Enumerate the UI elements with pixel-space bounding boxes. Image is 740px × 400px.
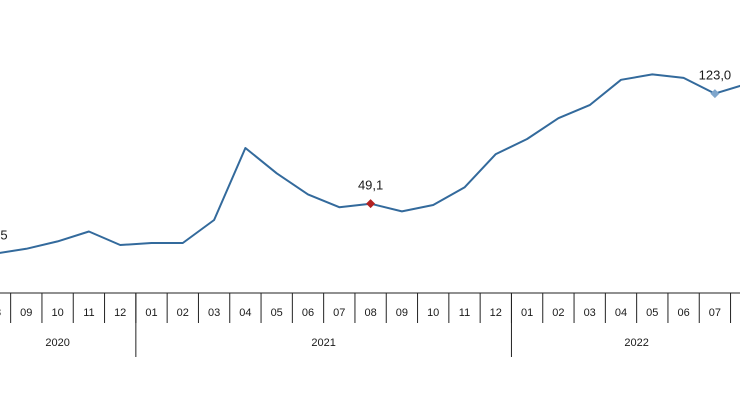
year-label: 2022 xyxy=(624,337,648,349)
x-tick-label: 04 xyxy=(239,307,251,319)
x-tick-label: 09 xyxy=(396,307,408,319)
x-tick-label: 07 xyxy=(333,307,345,319)
x-tick-label: 01 xyxy=(145,307,157,319)
x-tick-label: 02 xyxy=(177,307,189,319)
x-tick-label: 07 xyxy=(709,307,721,319)
x-axis: 08 09 10 11 12 01 02 03 04 05 06 07 08 09 10 11 12 01 02 03… xyxy=(0,292,740,357)
year-label: 2021 xyxy=(311,337,335,349)
x-tick-label: 08 xyxy=(0,307,1,319)
x-tick-label: 06 xyxy=(302,307,314,319)
x-tick-label: 10 xyxy=(427,307,439,319)
x-tick-label: 11 xyxy=(459,307,470,319)
data-label: 49,1 xyxy=(358,178,383,193)
data-label: 33,5 xyxy=(0,228,8,243)
x-tick-label: 04 xyxy=(615,307,627,319)
data-label: 123,0 xyxy=(699,68,732,83)
annotation-layer: 33,5 49,1 123,0 xyxy=(0,68,731,243)
x-tick-label: 05 xyxy=(646,307,658,319)
highlight-marker xyxy=(366,199,376,209)
x-tick-label: 11 xyxy=(83,307,94,319)
x-tick-label: 01 xyxy=(521,307,533,319)
year-label: 2020 xyxy=(45,337,69,349)
series-line xyxy=(0,73,740,254)
x-tick-label: 10 xyxy=(51,307,63,319)
x-tick-label: 02 xyxy=(552,307,564,319)
series-layer xyxy=(0,73,740,254)
x-tick-label: 12 xyxy=(114,307,126,319)
x-tick-label: 03 xyxy=(208,307,220,319)
x-tick-label: 09 xyxy=(20,307,32,319)
x-tick-label: 08 xyxy=(364,307,376,319)
x-tick-label: 03 xyxy=(584,307,596,319)
x-tick-label: 05 xyxy=(271,307,283,319)
x-tick-label: 06 xyxy=(677,307,689,319)
x-tick-label: 12 xyxy=(490,307,502,319)
highlight-marker xyxy=(710,89,720,99)
